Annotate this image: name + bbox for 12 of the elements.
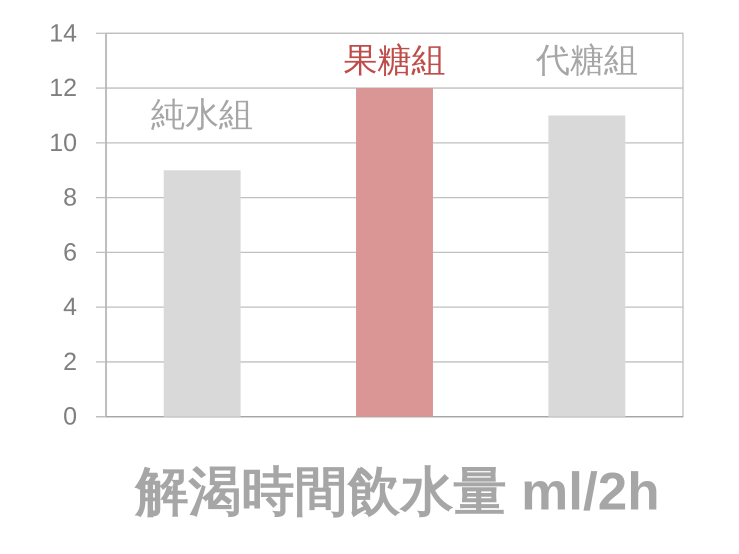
x-tick-label: 純水組 [151,96,254,134]
y-tick-label: 6 [63,238,77,266]
x-tick-label: 果糖組 [344,41,446,80]
x-tick-label: 代糖組 [534,41,638,80]
y-tick-label: 4 [63,293,78,322]
y-tick-label: 0 [63,402,77,431]
x-axis-title: 解渴時間飲水量 ml/2h [133,462,660,522]
y-tick-label: 8 [63,184,77,212]
y-tick-label: 12 [49,74,77,102]
y-tick-label: 10 [49,128,77,157]
y-tick-label: 2 [63,348,77,376]
y-tick-label: 14 [49,19,78,48]
